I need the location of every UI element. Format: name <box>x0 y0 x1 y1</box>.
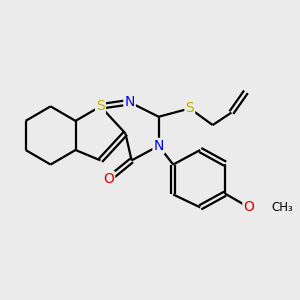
Text: N: N <box>124 95 135 109</box>
Text: N: N <box>154 139 164 153</box>
Text: O: O <box>243 200 254 214</box>
Text: S: S <box>96 99 105 113</box>
Text: S: S <box>185 101 194 116</box>
Text: CH₃: CH₃ <box>271 201 292 214</box>
Text: O: O <box>103 172 114 186</box>
